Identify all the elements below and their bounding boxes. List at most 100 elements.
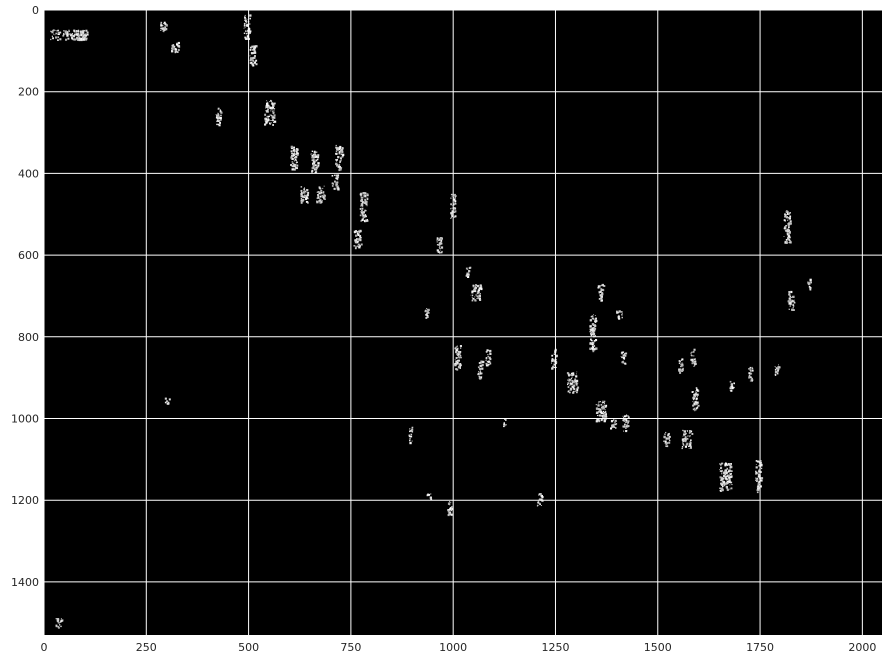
pixel-speckle	[696, 404, 698, 406]
pixel-speckle	[250, 48, 252, 50]
pixel-speckle	[162, 24, 164, 27]
pixel-speckle	[783, 227, 786, 230]
pixel-speckle	[84, 33, 87, 36]
pixel-speckle	[692, 408, 695, 411]
pixel-speckle	[774, 370, 778, 374]
pixel-speckle	[680, 366, 681, 368]
pixel-speckle	[730, 389, 733, 392]
pixel-speckle	[591, 347, 594, 350]
pixel-speckle	[601, 419, 603, 421]
pixel-speckle	[365, 219, 368, 222]
pixel-speckle	[787, 234, 791, 237]
pixel-speckle	[570, 382, 572, 384]
pixel-speckle	[300, 193, 303, 196]
pixel-speckle	[252, 57, 255, 60]
pixel-speckle	[439, 247, 441, 250]
pixel-speckle	[590, 334, 592, 337]
pixel-speckle	[592, 331, 595, 333]
pixel-speckle	[574, 390, 577, 392]
bright-regions	[50, 14, 812, 629]
pixel-speckle	[589, 342, 592, 345]
pixel-speckle	[73, 38, 76, 41]
pixel-speckle	[598, 401, 600, 403]
pixel-speckle	[451, 195, 453, 197]
pixel-speckle	[595, 404, 597, 406]
pixel-speckle	[167, 401, 170, 404]
pixel-speckle	[173, 45, 176, 48]
pixel-speckle	[601, 406, 603, 409]
pixel-speckle	[599, 290, 602, 293]
pixel-speckle	[611, 424, 614, 427]
pixel-speckle	[592, 332, 596, 335]
pixel-speckle	[338, 148, 341, 151]
pixel-speckle	[217, 114, 220, 117]
pixel-speckle	[252, 64, 255, 67]
pixel-speckle	[266, 119, 268, 122]
pixel-speckle	[307, 191, 310, 194]
pixel-speckle	[540, 498, 543, 501]
pixel-speckle	[729, 386, 731, 388]
pixel-speckle	[482, 360, 485, 364]
pixel-speckle	[164, 401, 167, 404]
pixel-speckle	[317, 154, 320, 157]
pixel-speckle	[617, 311, 619, 314]
pixel-speckle	[219, 117, 222, 120]
pixel-speckle	[273, 121, 275, 123]
pixel-speckle	[79, 31, 81, 33]
pixel-speckle	[268, 107, 271, 109]
pixel-speckle	[663, 435, 666, 439]
pixel-speckle	[174, 51, 177, 54]
pixel-speckle	[163, 28, 166, 31]
pixel-speckle	[290, 145, 293, 148]
pixel-speckle	[755, 470, 757, 473]
pixel-speckle	[77, 32, 80, 35]
pixel-speckle	[725, 482, 729, 485]
pixel-speckle	[604, 405, 607, 408]
pixel-speckle	[692, 350, 695, 353]
pixel-speckle	[728, 480, 731, 483]
pixel-speckle	[51, 31, 53, 33]
pixel-speckle	[57, 622, 59, 624]
pixel-speckle	[616, 310, 618, 312]
pixel-speckle	[490, 361, 492, 363]
pixel-speckle	[455, 357, 458, 359]
pixel-speckle	[366, 210, 367, 212]
pixel-speckle	[721, 481, 724, 483]
pixel-speckle	[314, 171, 317, 174]
pixel-speckle	[409, 428, 411, 430]
pixel-speckle	[323, 198, 325, 200]
pixel-speckle	[313, 151, 316, 154]
pixel-speckle	[791, 296, 793, 298]
pixel-speckle	[774, 366, 776, 367]
pixel-speckle	[270, 120, 272, 121]
pixel-speckle	[426, 315, 427, 317]
pixel-speckle	[723, 485, 725, 487]
pixel-speckle	[486, 360, 488, 363]
pixel-speckle	[575, 378, 577, 380]
pixel-speckle	[759, 470, 762, 473]
pixel-speckle	[574, 379, 576, 382]
pixel-speckle	[759, 485, 762, 488]
bright-region	[264, 99, 277, 126]
pixel-speckle	[603, 400, 606, 403]
pixel-speckle	[272, 104, 275, 107]
pixel-speckle	[589, 328, 591, 330]
pixel-speckle	[249, 17, 251, 20]
pixel-speckle	[604, 409, 606, 411]
pixel-speckle	[451, 210, 454, 213]
pixel-speckle	[689, 441, 691, 443]
pixel-speckle	[784, 240, 787, 243]
pixel-speckle	[164, 27, 168, 31]
pixel-speckle	[689, 432, 691, 434]
bright-region	[620, 351, 628, 365]
pixel-speckle	[454, 203, 457, 205]
pixel-speckle	[567, 379, 569, 381]
pixel-speckle	[467, 273, 469, 276]
pixel-speckle	[455, 368, 458, 371]
pixel-speckle	[625, 427, 627, 429]
pixel-speckle	[411, 427, 413, 429]
pixel-speckle	[571, 383, 573, 385]
pixel-speckle	[291, 155, 293, 157]
pixel-speckle	[681, 358, 684, 361]
pixel-speckle	[315, 170, 317, 172]
